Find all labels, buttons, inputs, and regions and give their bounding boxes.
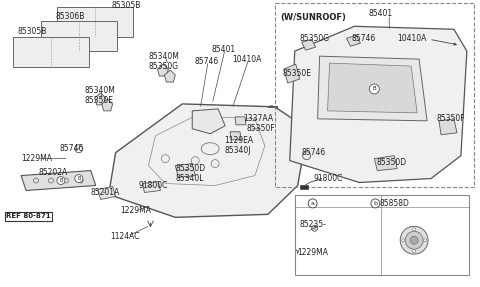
- Text: 1337AA: 1337AA: [243, 114, 273, 123]
- Circle shape: [423, 239, 427, 242]
- Text: 85340M: 85340M: [148, 52, 180, 61]
- Polygon shape: [108, 104, 308, 217]
- Text: B: B: [59, 178, 62, 183]
- Text: 10410A: 10410A: [232, 55, 262, 64]
- Bar: [300, 185, 308, 189]
- Circle shape: [400, 226, 428, 254]
- Text: 85350F: 85350F: [436, 114, 465, 123]
- Text: 85235-: 85235-: [300, 220, 326, 229]
- Polygon shape: [439, 119, 457, 135]
- Text: 85305B: 85305B: [112, 1, 141, 10]
- Text: 1229MA: 1229MA: [297, 248, 328, 257]
- Text: a: a: [311, 201, 314, 206]
- Text: b: b: [373, 201, 377, 206]
- Bar: [41, 21, 117, 51]
- Polygon shape: [230, 132, 241, 140]
- Polygon shape: [98, 187, 116, 199]
- Text: 10410A: 10410A: [397, 34, 427, 43]
- Text: 85350G: 85350G: [148, 62, 179, 71]
- Text: 85340L: 85340L: [175, 174, 204, 183]
- Polygon shape: [290, 26, 467, 183]
- Text: 85350G: 85350G: [300, 34, 330, 43]
- Text: 91800C: 91800C: [139, 181, 168, 190]
- Text: 85350F: 85350F: [247, 124, 276, 133]
- Polygon shape: [95, 93, 106, 105]
- Text: 85340J: 85340J: [224, 146, 251, 155]
- Polygon shape: [374, 156, 397, 170]
- Text: 85746: 85746: [194, 57, 218, 66]
- Circle shape: [402, 239, 405, 242]
- Circle shape: [413, 228, 416, 231]
- Bar: [57, 7, 132, 37]
- Text: B: B: [77, 176, 81, 181]
- Polygon shape: [175, 164, 195, 178]
- Polygon shape: [157, 64, 168, 76]
- Circle shape: [405, 231, 423, 249]
- Polygon shape: [102, 99, 113, 111]
- Text: 85350D: 85350D: [175, 164, 205, 173]
- Text: 1124AC: 1124AC: [111, 232, 140, 241]
- Circle shape: [369, 84, 379, 94]
- Text: 85401: 85401: [211, 45, 235, 54]
- Text: 85340M: 85340M: [85, 86, 116, 96]
- Text: 85401: 85401: [368, 9, 393, 18]
- Circle shape: [75, 174, 83, 183]
- Text: 1129EA: 1129EA: [224, 136, 253, 145]
- Text: 85306B: 85306B: [56, 12, 85, 21]
- Text: 91800C: 91800C: [313, 174, 343, 183]
- Text: 85858D: 85858D: [379, 199, 409, 208]
- Polygon shape: [192, 109, 225, 134]
- Circle shape: [410, 236, 418, 244]
- Polygon shape: [327, 63, 417, 113]
- Polygon shape: [235, 117, 246, 125]
- Text: REF 80-871: REF 80-871: [6, 213, 51, 219]
- Polygon shape: [21, 170, 96, 191]
- Polygon shape: [318, 56, 427, 121]
- Bar: [13, 37, 89, 67]
- Text: 85305B: 85305B: [17, 27, 47, 36]
- Polygon shape: [302, 39, 316, 50]
- Circle shape: [312, 225, 318, 231]
- Bar: [295, 195, 469, 275]
- Polygon shape: [347, 35, 360, 46]
- Circle shape: [413, 250, 416, 253]
- Text: 85746: 85746: [351, 34, 376, 43]
- Text: 85350E: 85350E: [85, 96, 114, 105]
- Text: 85746: 85746: [302, 148, 326, 157]
- Text: 85746: 85746: [60, 144, 84, 153]
- Polygon shape: [284, 64, 300, 83]
- Polygon shape: [164, 70, 175, 82]
- Bar: [275, 3, 474, 187]
- Text: B: B: [372, 86, 376, 92]
- Circle shape: [57, 177, 65, 185]
- Polygon shape: [143, 181, 160, 193]
- Text: 85201A: 85201A: [91, 188, 120, 197]
- Circle shape: [308, 199, 317, 208]
- Text: 85350D: 85350D: [376, 158, 407, 167]
- Text: 85202A: 85202A: [39, 168, 68, 177]
- Text: (W/SUNROOF): (W/SUNROOF): [280, 13, 346, 22]
- Circle shape: [371, 199, 380, 208]
- Text: 1229MA: 1229MA: [120, 206, 152, 215]
- Text: 85350E: 85350E: [283, 69, 312, 77]
- Text: 1229MA: 1229MA: [21, 154, 52, 163]
